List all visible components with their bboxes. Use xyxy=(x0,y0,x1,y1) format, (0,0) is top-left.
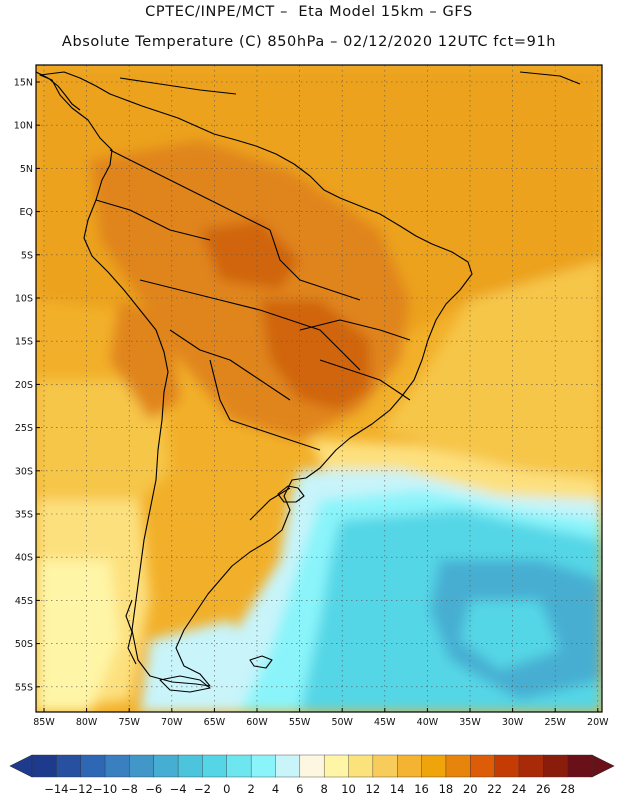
lat-tick-label: 10N xyxy=(14,121,33,132)
lat-tick-label: 10S xyxy=(15,294,33,305)
lon-tick-label: 40W xyxy=(417,717,439,728)
colorbar-label: −14 xyxy=(44,782,68,796)
colorbar-right-arrow xyxy=(591,754,615,778)
colorbar-label: 10 xyxy=(341,782,356,796)
colorbar-swatch xyxy=(275,754,301,778)
lon-tick-label: 75W xyxy=(118,717,140,728)
lat-tick-label: 25S xyxy=(15,423,33,434)
lon-tick-label: 50W xyxy=(331,717,353,728)
lon-tick-label: 30W xyxy=(502,717,524,728)
lon-tick-label: 20W xyxy=(587,717,609,728)
colorbar-label: −6 xyxy=(145,782,162,796)
colorbar-swatch xyxy=(153,754,179,778)
lat-tick-label: 15N xyxy=(14,78,33,89)
colorbar-swatch xyxy=(56,754,82,778)
coastline-outlines xyxy=(36,71,581,693)
colorbar-swatch xyxy=(299,754,325,778)
colorbar-label: 20 xyxy=(463,782,478,796)
colorbar-swatch xyxy=(202,754,228,778)
colorbar-swatch xyxy=(518,754,544,778)
lon-tick-label: 55W xyxy=(289,717,311,728)
colorbar-label: 18 xyxy=(439,782,454,796)
lat-tick-label: EQ xyxy=(20,207,33,218)
colorbar-label: −4 xyxy=(170,782,187,796)
colorbar-swatch xyxy=(323,754,350,778)
colorbar-swatch xyxy=(348,754,374,778)
colorbar-label: 8 xyxy=(321,782,328,796)
colorbar-swatch xyxy=(31,754,57,778)
colorbar-legend: −14 −12 −10 −8 −6 −4 −2 0 2 4 6 8 10 12 14 16 18 20 22 24 26… xyxy=(9,754,615,796)
lon-tick-label: 85W xyxy=(33,717,55,728)
colorbar-label: 26 xyxy=(536,782,551,796)
lon-tick-label: 80W xyxy=(76,717,98,728)
lat-tick-label: 20S xyxy=(15,380,33,391)
lat-tick-label: 15S xyxy=(15,337,33,348)
colorbar-swatch xyxy=(104,754,130,778)
colorbar-label: 16 xyxy=(414,782,429,796)
colorbar-swatch xyxy=(543,754,569,778)
lat-tick-label: 5S xyxy=(21,250,33,261)
colorbar-label: 24 xyxy=(512,782,527,796)
lon-tick-label: 25W xyxy=(544,717,566,728)
lon-tick-label: 35W xyxy=(459,717,481,728)
lat-tick-label: 40S xyxy=(15,553,33,564)
colorbar-label: 0 xyxy=(223,782,230,796)
lat-tick-label: 35S xyxy=(15,510,33,521)
lon-tick-label: 45W xyxy=(374,717,396,728)
colorbar-left-arrow xyxy=(9,754,33,778)
colorbar-label: −8 xyxy=(121,782,138,796)
colorbar-swatch xyxy=(470,754,496,778)
colorbar-label: 6 xyxy=(296,782,303,796)
colorbar-swatch xyxy=(397,754,423,778)
colorbar-swatch xyxy=(80,754,106,778)
lat-tick-label: 45S xyxy=(15,596,33,607)
temperature-field xyxy=(36,65,602,712)
lat-tick-label: 50S xyxy=(15,639,33,650)
colorbar-swatch xyxy=(129,754,155,778)
colorbar-label: 4 xyxy=(272,782,279,796)
colorbar-label: 28 xyxy=(560,782,575,796)
lon-tick-label: 60W xyxy=(246,717,268,728)
map-title-line1: CPTEC/INPE/MCT – Eta Model 15km – GFS xyxy=(145,4,473,20)
colorbar-label: 12 xyxy=(366,782,381,796)
map-title-line2: Absolute Temperature (C) 850hPa – 02/12/… xyxy=(61,34,557,50)
colorbar-label: −12 xyxy=(69,782,93,796)
colorbar-swatch xyxy=(421,754,447,778)
colorbar-swatch xyxy=(372,754,398,778)
colorbar-swatch xyxy=(445,754,471,778)
colorbar-label: 22 xyxy=(487,782,502,796)
longitude-axis: 85W 80W 75W 70W 65W 60W 55W 50W 45W 40W 35W 30W 25W 2… xyxy=(33,708,609,728)
colorbar-swatch xyxy=(177,754,203,778)
lon-tick-label: 65W xyxy=(204,717,226,728)
colorbar-swatch xyxy=(494,754,520,778)
latitude-axis: 15N 10N 5N EQ 5S 10S 15S 20S 25S 30S 35S 40S 45S 50S 5… xyxy=(14,78,40,693)
lon-tick-label: 70W xyxy=(161,717,183,728)
lat-tick-label: 55S xyxy=(15,682,33,693)
colorbar-label: 2 xyxy=(247,782,254,796)
colorbar-label: −2 xyxy=(194,782,211,796)
colorbar-label: −10 xyxy=(93,782,117,796)
colorbar-label: 14 xyxy=(390,782,405,796)
lat-tick-label: 5N xyxy=(20,164,33,175)
colorbar-swatch xyxy=(226,754,252,778)
colorbar-swatch xyxy=(250,754,276,778)
colorbar-swatch xyxy=(567,754,593,778)
lat-tick-label: 30S xyxy=(15,466,33,477)
plot-frame xyxy=(35,64,603,713)
